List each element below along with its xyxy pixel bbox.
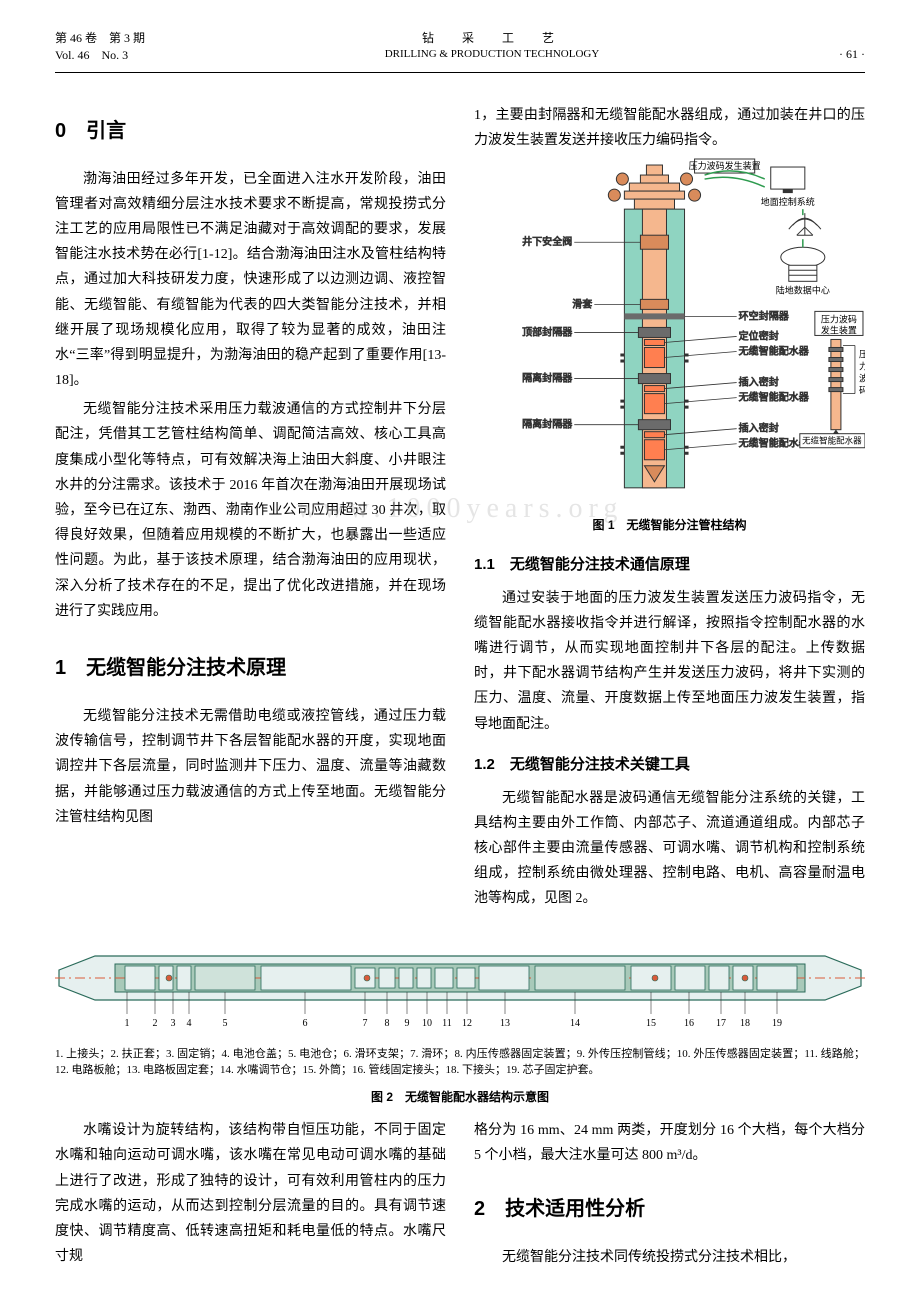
left-column: 0 引言 渤海油田经过多年开发，已全面进入注水开发阶段，油田管理者对高效精细分层… (55, 103, 446, 916)
sec1-1-p: 通过安装于地面的压力波发生装置发送压力波码指令，无缆智能配水器接收指令并进行解译… (474, 586, 865, 737)
sec1-cont: 1，主要由封隔器和无缆智能配水器组成，通过加装在井口的压力波发生装置发送并接收压… (474, 103, 865, 153)
fig1-label-ground-ctrl: 地面控制系统 (761, 196, 815, 207)
after-fig2-right1: 格分为 16 mm、24 mm 两类，开度划分 16 个大档，每个大档分 5 个… (474, 1118, 865, 1168)
fig1-inset-t2: 发生装置 (821, 324, 857, 335)
fig1-label-annular-packer: 环空封隔器 (739, 309, 789, 322)
journal-cn: 钻 采 工 艺 (385, 30, 600, 47)
vol-en: Vol. 46 No. 3 (55, 47, 145, 64)
fig2-num-13: 13 (500, 1018, 510, 1029)
sec2-heading: 2 技术适用性分析 (474, 1191, 865, 1227)
header-title: 钻 采 工 艺 DRILLING & PRODUCTION TECHNOLOGY (385, 30, 600, 62)
fig2-num-14: 14 (570, 1018, 580, 1029)
sec1-2-p: 无缆智能配水器是波码通信无缆智能分注系统的关键，工具结构主要由外工作筒、内部芯子… (474, 786, 865, 912)
fig2-num-11: 11 (442, 1018, 452, 1029)
fig2-caption: 图 2 无缆智能配水器结构示意图 (55, 1087, 865, 1109)
fig1-label-insert1: 插入密封 (739, 376, 779, 389)
fig2-num-3: 3 (171, 1018, 176, 1029)
fig2-num-1: 1 (125, 1018, 130, 1029)
fig2-svg: 12345678910111213141516171819 (55, 930, 865, 1040)
sec0-heading: 0 引言 (55, 113, 446, 149)
after-fig2-left: 水嘴设计为旋转结构，该结构带自恒压功能，不同于固定水嘴和轴向运动可调水嘴，该水嘴… (55, 1118, 446, 1269)
fig2-note: 1. 上接头；2. 扶正套；3. 固定销；4. 电池仓盖；5. 电池仓；6. 滑… (55, 1046, 865, 1079)
fig2-num-16: 16 (684, 1018, 694, 1029)
header-page: · 61 · (839, 30, 865, 66)
fig1-label-top-packer: 顶部封隔器 (522, 325, 572, 338)
fig1-label-sleeve: 滑套 (572, 297, 592, 310)
fig1-label-datacenter: 陆地数据中心 (776, 284, 830, 295)
journal-en: DRILLING & PRODUCTION TECHNOLOGY (385, 47, 600, 62)
fig2-num-8: 8 (385, 1018, 390, 1029)
fig1-svg: 压力波码发生装置 地面控制系统 (474, 157, 865, 498)
lower-left-column: 水嘴设计为旋转结构，该结构带自恒压功能，不同于固定水嘴和轴向运动可调水嘴，该水嘴… (55, 1118, 446, 1274)
fig1-label-iso-packer1: 隔离封隔器 (522, 372, 572, 385)
fig1-inset-r3b: 力 (859, 361, 865, 372)
fig1-inset-r3c: 波 (859, 373, 865, 384)
page-header: 第 46 卷 第 3 期 Vol. 46 No. 3 钻 采 工 艺 DRILL… (55, 30, 865, 73)
fig1-inset-r3d: 码 (859, 386, 865, 396)
fig1-label-iso-packer2: 隔离封隔器 (522, 418, 572, 431)
fig2-num-4: 4 (187, 1018, 192, 1029)
fig1-label-safety-valve: 井下安全阀 (522, 235, 572, 248)
page-number: · 61 · (839, 44, 865, 66)
fig1-inset-t1: 压力波码 (821, 313, 857, 324)
fig1-label-dist2: 无缆智能配水器 (739, 391, 809, 404)
fig2-num-2: 2 (153, 1018, 158, 1029)
fig2-num-17: 17 (716, 1018, 726, 1029)
right-column: 1，主要由封隔器和无缆智能配水器组成，通过加装在井口的压力波发生装置发送并接收压… (474, 103, 865, 916)
fig2-num-6: 6 (303, 1018, 308, 1029)
sec1-1-heading: 1.1 无缆智能分注技术通信原理 (474, 551, 865, 578)
fig1-label-pos-seal: 定位密封 (739, 329, 779, 342)
lower-right-column: 格分为 16 mm、24 mm 两类，开度划分 16 个大档，每个大档分 5 个… (474, 1118, 865, 1274)
fig1-inset-r3a: 压 (859, 349, 865, 359)
sec1-heading: 1 无缆智能分注技术原理 (55, 650, 446, 686)
fig2-num-19: 19 (772, 1018, 782, 1029)
fig1-label-dist1: 无缆智能配水器 (739, 344, 809, 357)
fig2-num-12: 12 (462, 1018, 472, 1029)
fig2-num-10: 10 (422, 1018, 432, 1029)
sec0-p2: 无缆智能分注技术采用压力载波通信的方式控制井下分层配注，凭借其工艺管柱结构简单、… (55, 397, 446, 624)
fig2-num-7: 7 (363, 1018, 368, 1029)
fig2-num-5: 5 (223, 1018, 228, 1029)
sec1-2-heading: 1.2 无缆智能分注技术关键工具 (474, 751, 865, 778)
figure-2: 12345678910111213141516171819 1. 上接头；2. … (55, 930, 865, 1109)
fig2-num-9: 9 (405, 1018, 410, 1029)
sec0-p1: 渤海油田经过多年开发，已全面进入注水开发阶段，油田管理者对高效精细分层注水技术要… (55, 167, 446, 394)
fig1-label-dist3: 无缆智能配水器 (739, 437, 809, 450)
fig2-num-18: 18 (740, 1018, 750, 1029)
fig2-num-15: 15 (646, 1018, 656, 1029)
header-volume: 第 46 卷 第 3 期 Vol. 46 No. 3 (55, 30, 145, 64)
figure-1: 压力波码发生装置 地面控制系统 (474, 157, 865, 537)
fig1-label-pressure-device: 压力波码发生装置 (689, 160, 761, 171)
vol-cn: 第 46 卷 第 3 期 (55, 30, 145, 47)
after-fig2-right2: 无缆智能分注技术同传统投捞式分注技术相比， (474, 1245, 865, 1270)
fig1-inset-r4: 无缆智能配水器 (802, 436, 862, 446)
fig1-label-insert2: 插入密封 (739, 422, 779, 435)
fig1-caption: 图 1 无缆智能分注管柱结构 (474, 515, 865, 537)
sec1-p1: 无缆智能分注技术无需借助电缆或液控管线，通过压力载波传输信号，控制调节井下各层智… (55, 704, 446, 830)
